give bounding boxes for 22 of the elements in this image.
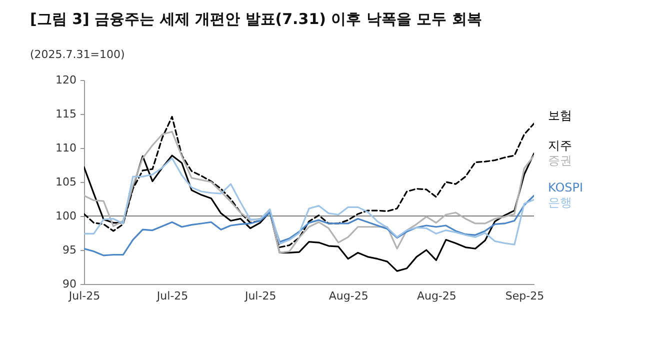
x-tick-label: Aug-25 (416, 290, 456, 302)
x-tick-label: Sep-25 (505, 290, 544, 302)
y-tick-label: 100 (56, 210, 76, 222)
series-label: 은행 (548, 196, 572, 210)
chart-title: [그림 3] 금융주는 세제 개편안 발표(7.31) 이후 낙폭을 모두 회복 (30, 10, 482, 28)
y-tick-label: 120 (56, 74, 76, 86)
x-tick-label: Jul-25 (68, 290, 100, 302)
series-label: 보험 (548, 108, 572, 123)
y-tick-label: 110 (56, 142, 76, 154)
y-tick-label: 95 (62, 244, 76, 256)
y-tick-label: 90 (62, 278, 76, 290)
line-series (84, 194, 534, 256)
x-tick-label: Jul-25 (244, 290, 276, 302)
y-tick-label: 105 (56, 176, 76, 188)
x-tick-label: Jul-25 (156, 290, 188, 302)
x-tick-label: Aug-25 (328, 290, 368, 302)
y-tick-label: 115 (56, 108, 76, 120)
line-series (84, 157, 534, 246)
series-label: 지주 (548, 138, 572, 152)
chart-subtitle: (2025.7.31=100) (30, 48, 125, 61)
series-label: 증권 (548, 153, 572, 168)
series-label: KOSPI (548, 180, 584, 195)
